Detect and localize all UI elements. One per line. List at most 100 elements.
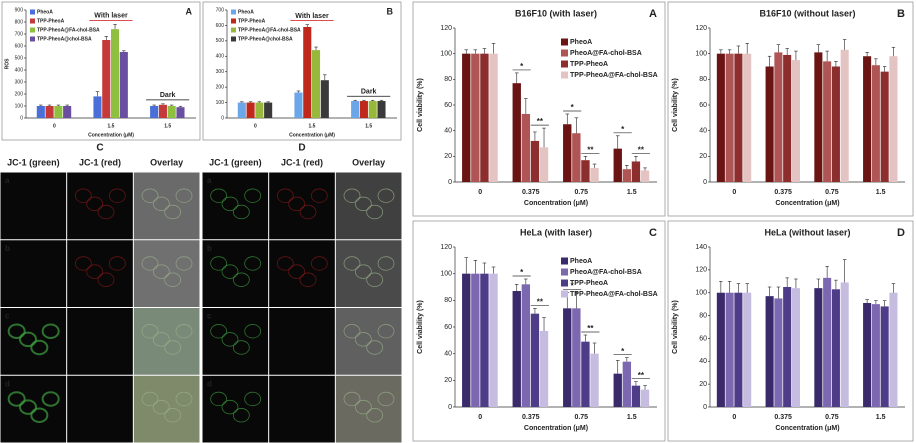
error-bar (169, 104, 174, 106)
error-bar (65, 104, 69, 106)
y-tick-label: 700 (216, 7, 225, 13)
bar (783, 54, 792, 183)
bar (581, 341, 590, 407)
error-bar (825, 50, 829, 62)
bar (237, 102, 246, 118)
legend-label: TPP-PheoA@chol-BSA (37, 36, 92, 42)
cell (377, 324, 395, 339)
panel-frame (667, 220, 914, 442)
x-tick-label: 0 (478, 414, 482, 421)
micrograph (335, 240, 402, 307)
bar (93, 96, 102, 118)
cell (343, 391, 361, 407)
panel-letter: A (649, 8, 657, 20)
error-bar (615, 135, 620, 149)
y-tick-label: 0 (703, 179, 707, 186)
significance-label: ** (537, 117, 544, 126)
bar (111, 29, 120, 119)
x-tick-label: 0 (478, 189, 482, 196)
bar (489, 53, 498, 182)
y-tick-label: 100 (440, 51, 452, 58)
panel-frame (667, 1, 914, 217)
cell (41, 323, 60, 339)
bar (521, 284, 531, 407)
error-bar (891, 46, 896, 57)
bar (512, 83, 521, 182)
cell (232, 340, 250, 355)
legend-swatch (30, 36, 35, 42)
chart-title: HeLa (with laser) (520, 227, 592, 237)
cell (19, 331, 37, 348)
bar (312, 50, 321, 118)
legend-label: TPP-PheoA (238, 18, 266, 24)
x-tick-label: 0.75 (825, 189, 839, 196)
cell (175, 391, 193, 407)
bar (563, 308, 572, 407)
micrograph (0, 375, 67, 443)
legend-label: TPP-PheoA@chol-BSA (238, 36, 293, 42)
y-tick-label: 40 (699, 128, 707, 135)
bar (462, 53, 471, 182)
error-bar (574, 292, 579, 309)
bar (150, 106, 159, 118)
y-tick-label: 600 (216, 23, 225, 29)
cell (310, 188, 328, 203)
micrograph (269, 172, 335, 240)
error-bar (874, 58, 878, 66)
legend-label: TPP-PheoA@FA-chol-BSA (37, 27, 100, 33)
error-bar (323, 74, 327, 81)
legend-swatch (561, 268, 568, 276)
micrograph (269, 308, 335, 375)
chart-title: B16F10 (with laser) (515, 8, 597, 18)
y-axis-label: ROS (4, 58, 10, 70)
legend-label: PheoA (238, 9, 254, 15)
error-bar (565, 113, 570, 125)
bar (590, 167, 599, 182)
error-bar (514, 284, 519, 291)
error-bar (583, 334, 588, 342)
bar (63, 106, 72, 118)
group-annotation: Dark (361, 89, 377, 96)
panel-letter: C (96, 143, 103, 154)
cell (221, 332, 239, 347)
row-label: a (5, 176, 10, 185)
significance-label: ** (587, 145, 594, 154)
bar (791, 60, 800, 183)
legend-label: TPP-PheoA@FA-chol-BSA (570, 72, 658, 79)
row-label: b (207, 244, 212, 253)
bar (255, 102, 264, 118)
x-tick-label: 0.375 (774, 414, 792, 421)
error-bar (794, 50, 798, 61)
micrograph (67, 308, 133, 375)
bar (880, 306, 889, 407)
y-axis-label: Cell viability (%) (672, 300, 679, 354)
legend-swatch (231, 18, 236, 24)
y-tick-label: 200 (216, 84, 225, 90)
y-tick-label: 20 (444, 377, 452, 384)
error-bar (625, 357, 629, 362)
x-tick-label: 1.5 (876, 414, 886, 421)
error-bar (39, 104, 43, 106)
y-axis-label: Cell viability (%) (672, 78, 679, 132)
error-bar (583, 156, 588, 161)
x-tick-label: 0.75 (574, 414, 588, 421)
cell (86, 196, 104, 212)
error-bar (891, 283, 896, 293)
error-bar (379, 99, 384, 102)
bar (613, 373, 622, 407)
cell (164, 408, 182, 423)
bar (631, 161, 641, 182)
bar (572, 308, 581, 407)
legend-swatch (231, 36, 236, 42)
x-tick-label: 1.5 (876, 189, 886, 196)
cell (164, 204, 182, 220)
x-axis-label: Concentration (μM) (88, 132, 134, 138)
y-tick-label: 0 (703, 404, 707, 411)
legend-swatch (561, 290, 568, 298)
cell (354, 332, 372, 347)
error-bar (643, 385, 647, 390)
cell (141, 188, 159, 203)
bar (158, 104, 167, 118)
legend-label: TPP-PheoA@FA-chol-BSA (238, 27, 301, 33)
